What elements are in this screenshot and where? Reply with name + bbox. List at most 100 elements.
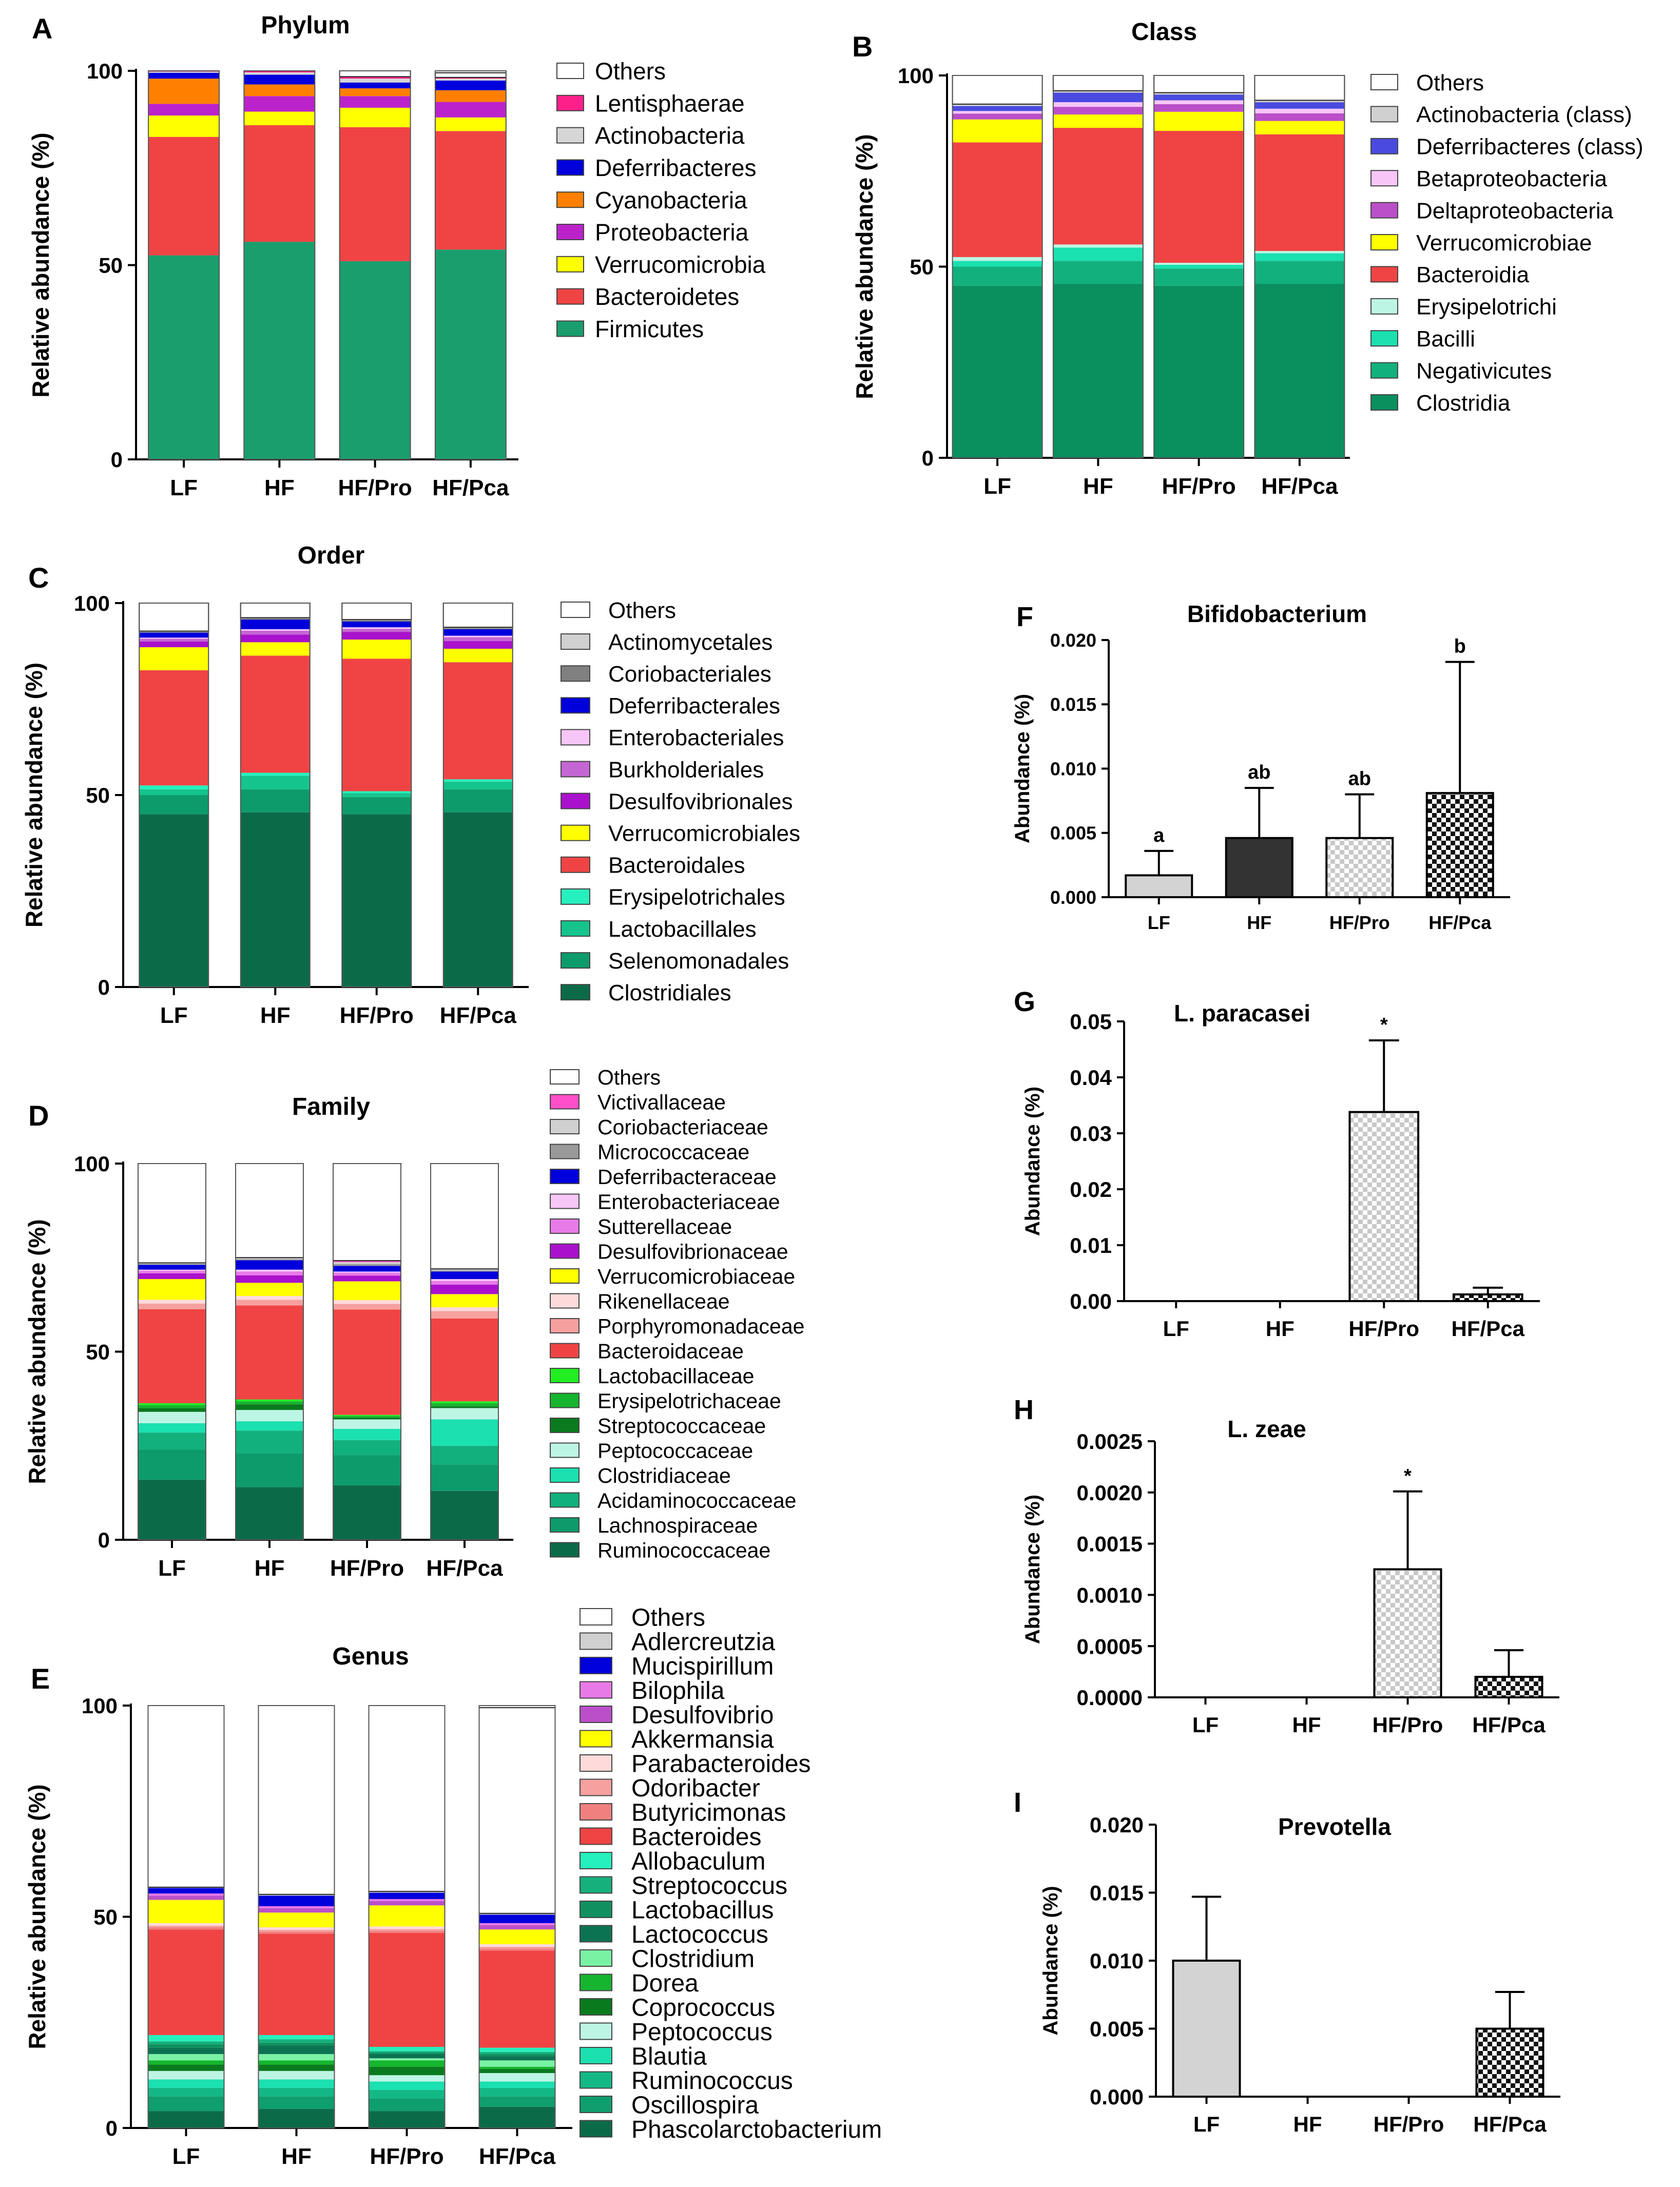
legend-label: Coriobacteriales: [608, 662, 771, 687]
bar-segment: [236, 1300, 303, 1306]
x-tick-label: LF: [160, 1003, 188, 1028]
legend-swatch: [556, 288, 584, 305]
bar-segment: [479, 1914, 555, 1923]
bar-segment: [1154, 94, 1244, 101]
bar-segment: [240, 789, 310, 812]
legend-swatch: [550, 1467, 580, 1483]
legend-swatch: [550, 1343, 580, 1359]
bar-segment: [339, 88, 411, 96]
legend-label: Phascolarctobacterium: [631, 2116, 882, 2143]
legend-label: Bacteroides: [631, 1824, 761, 1851]
bar-segment: [148, 1895, 224, 1900]
legend-label: Streptococcus: [631, 1872, 787, 1900]
bar-segment: [1254, 134, 1345, 251]
bar-segment: [333, 1415, 401, 1416]
legend-label: Betaproteobacteria: [1416, 166, 1607, 191]
y-tick-label: 0.015: [1090, 1881, 1144, 1905]
bar-segment: [148, 2044, 224, 2048]
x-tick-label: HF/Pca: [1261, 474, 1338, 499]
legend-label: Deferribacteraceae: [597, 1165, 777, 1189]
legend-label: Others: [597, 1066, 661, 1089]
y-tick-label: 100: [898, 64, 934, 88]
bar-segment: [333, 1272, 401, 1276]
bar: [1452, 1293, 1523, 1302]
bar-segment: [244, 111, 315, 125]
bar-segment: [952, 111, 1042, 114]
bar-segment: [148, 2087, 224, 2097]
bar: [1125, 874, 1193, 899]
legend-label: Ruminococcaceae: [597, 1538, 770, 1562]
bar-segment: [258, 2064, 335, 2071]
bar-segment: [431, 1318, 498, 1402]
legend-swatch: [580, 1925, 612, 1943]
panel-e: E Genus Relative abundance (%) 0 50 100 LF HF HF…: [24, 1604, 882, 2169]
x-tick-label: HF/Pro: [1348, 1317, 1419, 1341]
bar-segment: [333, 1271, 401, 1273]
bar-segment: [1053, 247, 1143, 261]
legend-swatch: [1370, 330, 1398, 347]
bar-segment: [1053, 92, 1143, 103]
bar-segment: [1254, 100, 1345, 103]
x-tick-label: HF/Pca: [1452, 1317, 1525, 1341]
bar-segment: [368, 1705, 446, 1892]
legend-label: Lactobacillaceae: [597, 1364, 754, 1388]
x-tick-label: HF/Pro: [1374, 2112, 1444, 2136]
y-tick-label: 0.00: [1070, 1289, 1112, 1313]
legend-label: Erysipelotrichales: [608, 885, 785, 910]
bar-outline: [235, 1163, 304, 1540]
bar-segment: [147, 1705, 225, 1888]
bar-segment: [434, 72, 507, 78]
bar-segment: [342, 797, 412, 815]
legend-label: Firmicutes: [595, 316, 704, 342]
bar-segment: [148, 2079, 224, 2088]
legend-swatch: [580, 2120, 612, 2138]
legend-swatch: [580, 1973, 612, 1991]
bar-segment: [443, 637, 513, 642]
bar-segment: [333, 1281, 401, 1301]
legend-label: Others: [631, 1604, 705, 1631]
y-axis-label: Abundance (%): [1039, 1886, 1062, 2035]
bar-segment: [1153, 75, 1245, 93]
bar-segment: [369, 2081, 445, 2090]
legend-swatch: [561, 952, 590, 969]
legend-label: Ruminococcus: [631, 2067, 793, 2095]
panel-letter: I: [1014, 1787, 1021, 1818]
bar-segment: [240, 630, 310, 635]
legend-label: Others: [1416, 70, 1484, 95]
bar-segment: [479, 1948, 555, 1951]
bar-segment: [435, 80, 506, 90]
y-tick-label: 0.02: [1070, 1177, 1112, 1202]
bar-segment: [240, 812, 310, 987]
bar-segment: [369, 1892, 445, 1899]
bar-segment: [369, 2089, 445, 2099]
bar-segment: [1154, 111, 1244, 131]
legend-label: Enterobacteriales: [608, 725, 784, 750]
legend-swatch: [550, 1069, 580, 1085]
bar-segment: [339, 107, 411, 127]
bar-outline: [1254, 75, 1345, 458]
bar-segment: [138, 1270, 206, 1274]
panel-c: C Order Relative abundance (%) 0 50 100 LF HF HF…: [21, 542, 800, 1028]
legend-label: Bacteroidales: [608, 853, 745, 878]
legend-label: Streptococcaceae: [597, 1414, 766, 1438]
legend-label: Clostridiaceae: [597, 1464, 731, 1487]
bar-segment: [479, 2047, 555, 2052]
legend-swatch: [561, 633, 590, 650]
legend-swatch: [580, 1632, 612, 1650]
x-tick-label: HF/Pca: [432, 475, 509, 500]
bar-segment: [148, 1925, 224, 1928]
bar-segment: [952, 261, 1042, 267]
bar-outline: [368, 1705, 446, 2128]
bar-outline: [1052, 75, 1144, 458]
bar-segment: [1154, 92, 1244, 95]
legend-swatch: [556, 191, 584, 208]
bar-segment: [258, 1933, 335, 2035]
bar-segment: [333, 1304, 401, 1310]
panel-a: A Phylum Relative abundance (%) 0 50 100 LF HF H…: [27, 12, 766, 500]
bar-segment: [333, 1163, 401, 1262]
bar-segment: [369, 2066, 445, 2076]
x-tick-label: HF/Pro: [1329, 912, 1390, 933]
y-tick-label: 0.000: [1090, 2085, 1144, 2109]
bar-segment: [431, 1311, 498, 1319]
legend-label: Erysipelotrichi: [1416, 295, 1557, 320]
